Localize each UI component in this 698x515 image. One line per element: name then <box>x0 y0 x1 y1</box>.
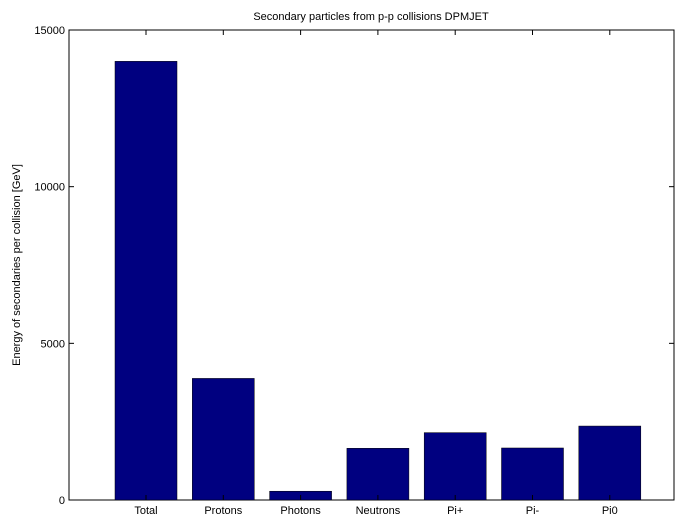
chart-title: Secondary particles from p-p collisions … <box>253 11 489 23</box>
x-tick-label: Pi+ <box>447 505 463 515</box>
bar-total <box>114 61 178 501</box>
bar-protons <box>192 378 255 501</box>
bar-pi0 <box>578 425 642 501</box>
x-tick-label: Protons <box>204 505 242 515</box>
x-tick-label: Pi0 <box>602 505 618 515</box>
bar-pi- <box>423 432 487 501</box>
plot-area: Total Protons Photons Neutrons Pi+ Pi- Pi0 0 500… <box>34 25 675 515</box>
y-axis-label: Energy of secondaries per collision [GeV… <box>11 164 23 366</box>
bar-pi- <box>501 447 564 501</box>
y-tick-label: 0 <box>59 495 65 507</box>
y-tick-label: 10000 <box>34 182 65 194</box>
x-tick-label: Pi- <box>526 505 540 515</box>
x-tick-label: Neutrons <box>356 505 401 515</box>
y-tick-label: 15000 <box>34 25 65 37</box>
x-tick-label: Total <box>134 505 157 515</box>
x-tick-label: Photons <box>280 505 321 515</box>
bar-neutrons <box>346 448 410 501</box>
y-tick-label: 5000 <box>41 338 65 350</box>
